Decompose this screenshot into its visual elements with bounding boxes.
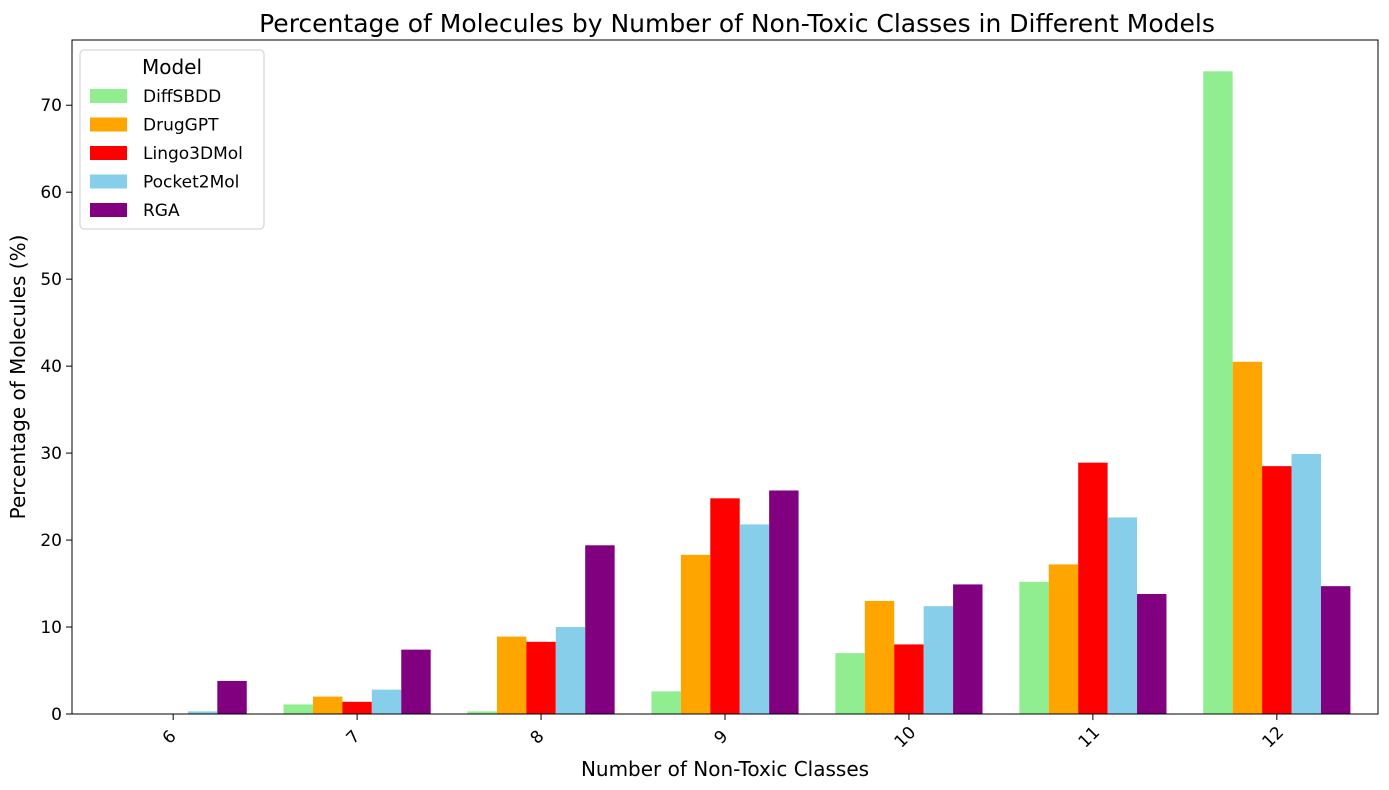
bar-rga-7	[401, 649, 431, 714]
y-tick-label: 40	[40, 357, 62, 377]
bar-pocket2mol-8	[555, 627, 586, 714]
bar-diffsbdd-7	[283, 704, 313, 714]
bar-lingo3dmol-10	[894, 644, 924, 714]
bar-lingo3dmol-11	[1078, 462, 1108, 714]
legend-swatch-lingo3dmol	[90, 146, 127, 160]
legend-swatch-rga	[90, 203, 127, 217]
x-tick-label: 12	[1259, 723, 1288, 752]
bar-rga-9	[769, 490, 799, 714]
y-tick-label: 50	[40, 270, 62, 290]
bar-rga-12	[1320, 586, 1351, 714]
bar-pocket2mol-9	[739, 524, 770, 714]
legend-label-diffsbdd: DiffSBDD	[143, 87, 221, 107]
y-tick-label: 30	[40, 444, 62, 464]
x-tick-label: 8	[527, 727, 549, 749]
bar-lingo3dmol-7	[342, 701, 372, 714]
legend-label-pocket2mol: Pocket2Mol	[143, 173, 239, 193]
bar-pocket2mol-10	[923, 606, 954, 714]
legend-swatch-pocket2mol	[90, 174, 127, 189]
legend-title: Model	[142, 55, 202, 79]
bar-pocket2mol-11	[1107, 517, 1138, 714]
y-axis-label: Percentage of Molecules (%)	[6, 235, 30, 520]
y-axis: 0 10 20 30 40 50 60 70	[40, 96, 72, 725]
bar-druggpt-11	[1048, 564, 1079, 714]
bar-rga-8	[585, 545, 615, 714]
legend-swatch-diffsbdd	[90, 89, 127, 103]
bar-lingo3dmol-12	[1262, 466, 1292, 714]
x-tick-label: 6	[159, 727, 181, 749]
bar-pocket2mol-12	[1291, 453, 1321, 714]
legend-label-druggpt: DrugGPT	[143, 116, 219, 136]
bars-layer	[187, 71, 1351, 714]
bar-lingo3dmol-8	[526, 641, 556, 714]
y-tick-label: 70	[40, 96, 62, 116]
bar-diffsbdd-10	[835, 653, 865, 714]
bar-diffsbdd-8	[467, 711, 497, 714]
y-tick-label: 0	[51, 705, 62, 725]
x-tick-label: 11	[1075, 723, 1104, 752]
y-tick-label: 60	[40, 183, 62, 203]
legend-label-rga: RGA	[143, 201, 180, 221]
legend-swatch-druggpt	[90, 117, 127, 132]
bar-diffsbdd-11	[1019, 581, 1049, 714]
legend: Model DiffSBDD DrugGPT Lingo3DMol Pocket2Mol…	[79, 49, 265, 230]
bar-druggpt-8	[496, 636, 527, 714]
bar-pocket2mol-7	[371, 689, 402, 714]
bar-diffsbdd-12	[1203, 71, 1233, 714]
bar-druggpt-7	[312, 696, 343, 714]
bar-rga-11	[1137, 593, 1167, 714]
bar-druggpt-12	[1232, 361, 1263, 714]
x-axis: 6 7 8 9 10 11 12	[159, 714, 1288, 752]
bar-druggpt-9	[680, 554, 711, 714]
x-tick-label: 10	[891, 723, 920, 752]
bar-diffsbdd-9	[651, 691, 681, 714]
legend-label-lingo3dmol: Lingo3DMol	[143, 144, 243, 164]
bar-pocket2mol-6	[187, 711, 218, 714]
bar-lingo3dmol-9	[710, 498, 740, 714]
chart-title: Percentage of Molecules by Number of Non…	[259, 9, 1215, 38]
x-axis-label: Number of Non-Toxic Classes	[581, 757, 869, 781]
y-tick-label: 20	[40, 531, 62, 551]
bar-druggpt-10	[864, 600, 895, 714]
x-tick-label: 7	[343, 727, 365, 749]
y-tick-label: 10	[40, 618, 62, 638]
bar-rga-10	[953, 584, 983, 714]
x-tick-label: 9	[711, 727, 733, 749]
bar-rga-6	[217, 680, 247, 714]
